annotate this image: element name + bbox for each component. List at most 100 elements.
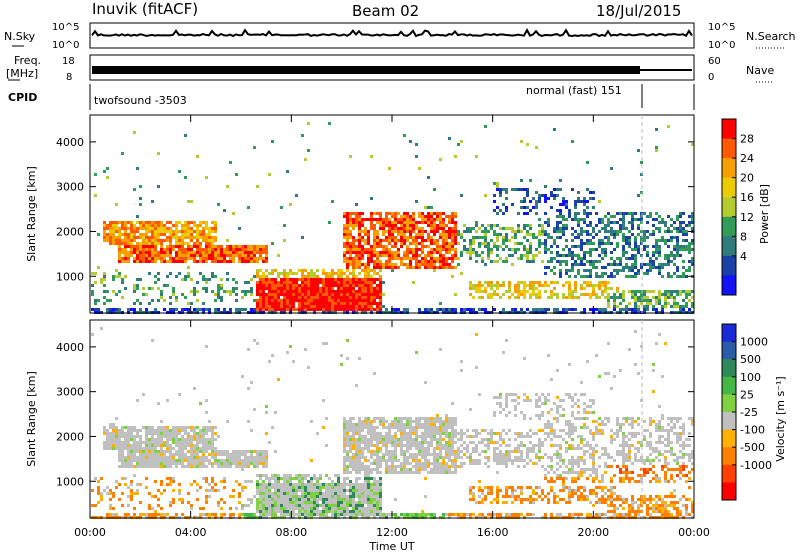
range-gate-cell: [394, 218, 397, 221]
range-gate-cell: [547, 221, 550, 224]
range-gate-cell: [658, 272, 661, 275]
range-gate-cell: [274, 302, 277, 305]
range-gate-cell: [460, 251, 463, 254]
range-gate-cell: [646, 290, 649, 293]
range-gate-cell: [550, 290, 553, 293]
range-gate-cell: [160, 429, 163, 432]
range-gate-cell: [493, 200, 496, 203]
range-gate-cell: [139, 260, 142, 263]
range-gate-cell: [361, 287, 364, 290]
range-gate-cell: [499, 245, 502, 248]
range-gate-cell: [160, 242, 163, 245]
range-gate-cell: [634, 260, 637, 263]
range-gate-cell: [307, 287, 310, 290]
range-gate-cell: [142, 242, 145, 245]
range-gate-cell: [586, 161, 589, 164]
range-gate-cell: [370, 278, 373, 281]
range-gate-cell: [676, 293, 679, 296]
range-gate-cell: [178, 450, 181, 453]
range-gate-cell: [106, 486, 109, 489]
range-gate-cell: [352, 287, 355, 290]
range-gate-cell: [607, 263, 610, 266]
range-gate-cell: [514, 233, 517, 236]
range-gate-cell: [172, 456, 175, 459]
range-gate-cell: [589, 275, 592, 278]
range-gate-cell: [301, 510, 304, 513]
range-gate-cell: [124, 444, 127, 447]
range-gate-cell: [397, 444, 400, 447]
range-gate-cell: [343, 293, 346, 296]
range-gate-cell: [466, 227, 469, 230]
range-gate-cell: [502, 203, 505, 206]
range-gate-cell: [274, 284, 277, 287]
range-gate-cell: [94, 272, 97, 275]
range-gate-cell: [616, 221, 619, 224]
range-gate-cell: [412, 248, 415, 251]
range-gate-cell: [166, 459, 169, 462]
range-gate-cell: [559, 254, 562, 257]
range-gate-cell: [544, 242, 547, 245]
range-gate-cell: [535, 308, 538, 311]
range-gate-cell: [352, 284, 355, 287]
range-gate-cell: [379, 465, 382, 468]
range-gate-cell: [121, 239, 124, 242]
range-gate-cell: [244, 462, 247, 465]
range-gate-cell: [190, 236, 193, 239]
range-gate-cell: [634, 257, 637, 260]
range-gate-cell: [538, 230, 541, 233]
range-gate-cell: [616, 287, 619, 290]
range-gate-cell: [676, 215, 679, 218]
range-gate-cell: [205, 345, 208, 348]
range-gate-cell: [274, 504, 277, 507]
range-gate-cell: [619, 218, 622, 221]
range-gate-cell: [385, 465, 388, 468]
range-gate-cell: [379, 284, 382, 287]
range-gate-cell: [271, 281, 274, 284]
range-gate-cell: [583, 251, 586, 254]
range-gate-cell: [343, 296, 346, 299]
range-gate-cell: [517, 290, 520, 293]
range-gate-cell: [379, 513, 382, 516]
range-gate-cell: [205, 456, 208, 459]
range-gate-cell: [547, 236, 550, 239]
range-gate-cell: [409, 441, 412, 444]
range-gate-cell: [415, 266, 418, 269]
range-gate-cell: [247, 248, 250, 251]
range-gate-cell: [205, 251, 208, 254]
range-gate-cell: [361, 504, 364, 507]
range-gate-cell: [349, 278, 352, 281]
range-gate-cell: [367, 290, 370, 293]
range-gate-cell: [172, 233, 175, 236]
range-gate-cell: [343, 233, 346, 236]
range-gate-cell: [277, 281, 280, 284]
range-gate-cell: [250, 459, 253, 462]
range-gate-cell: [388, 236, 391, 239]
range-gate-cell: [586, 275, 589, 278]
range-gate-cell: [130, 227, 133, 230]
range-gate-cell: [256, 287, 259, 290]
range-gate-cell: [190, 278, 193, 281]
range-gate-cell: [136, 278, 139, 281]
range-gate-cell: [304, 284, 307, 287]
range-gate-cell: [151, 224, 154, 227]
range-gate-cell: [163, 435, 166, 438]
range-gate-cell: [259, 254, 262, 257]
range-gate-cell: [376, 284, 379, 287]
range-gate-cell: [529, 284, 532, 287]
range-gate-cell: [280, 281, 283, 284]
range-gate-cell: [370, 197, 373, 200]
range-gate-cell: [307, 510, 310, 513]
range-gate-cell: [136, 248, 139, 251]
range-gate-cell: [508, 227, 511, 230]
range-gate-cell: [526, 260, 529, 263]
range-gate-cell: [169, 254, 172, 257]
range-gate-cell: [592, 242, 595, 245]
range-gate-cell: [319, 290, 322, 293]
range-gate-cell: [328, 275, 331, 278]
range-gate-cell: [169, 435, 172, 438]
range-gate-cell: [367, 507, 370, 510]
range-gate-cell: [364, 468, 367, 471]
range-gate-cell: [622, 254, 625, 257]
range-gate-cell: [574, 236, 577, 239]
range-gate-cell: [535, 191, 538, 194]
